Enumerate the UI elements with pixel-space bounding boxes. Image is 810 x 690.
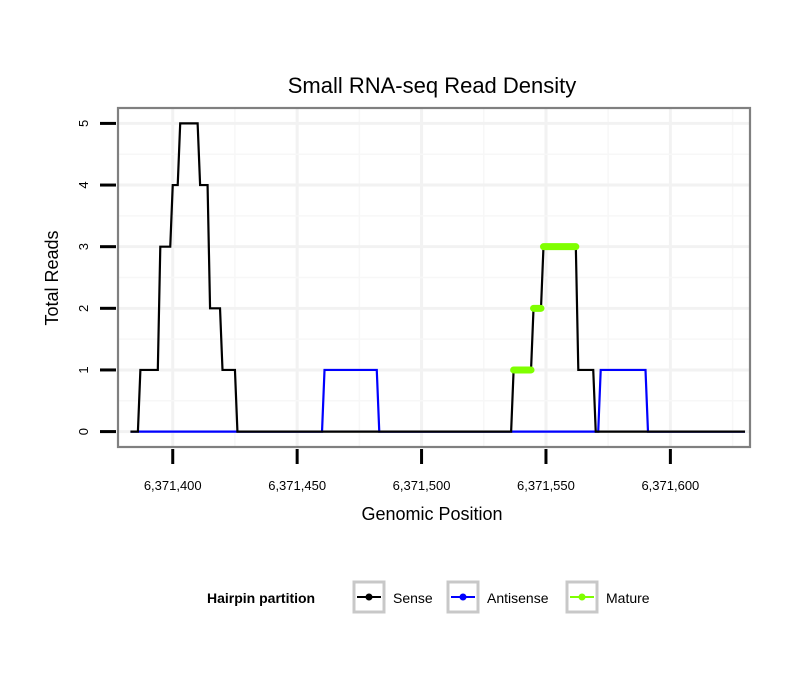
legend-point-mature xyxy=(578,593,586,601)
legend-title: Hairpin partition xyxy=(207,590,315,606)
legend-items: Sense Antisense Mature xyxy=(352,580,650,614)
x-tick-label: 6,371,600 xyxy=(641,478,699,493)
y-tick-label: 2 xyxy=(76,305,91,312)
y-tick-label: 1 xyxy=(76,366,91,373)
axis-ticks: 6,371,400 6,371,450 6,371,500 6,371,550 6,37… xyxy=(76,120,699,493)
x-tick-label: 6,371,400 xyxy=(144,478,202,493)
x-tick-label: 6,371,450 xyxy=(268,478,326,493)
legend-point-antisense xyxy=(459,593,467,601)
sense-line xyxy=(130,122,746,433)
x-tick-label: 6,371,500 xyxy=(393,478,451,493)
x-axis-title: Genomic Position xyxy=(361,504,502,524)
y-tick-label: 5 xyxy=(76,120,91,127)
data-series xyxy=(130,122,746,433)
legend-label-sense: Sense xyxy=(393,590,433,606)
y-tick-label: 4 xyxy=(76,181,91,188)
x-tick-label: 6,371,550 xyxy=(517,478,575,493)
y-axis-title: Total Reads xyxy=(42,230,62,325)
legend-label-mature: Mature xyxy=(606,590,650,606)
legend: Hairpin partition Sense Antisense Mature xyxy=(207,580,650,614)
legend-label-antisense: Antisense xyxy=(487,590,549,606)
y-tick-label: 0 xyxy=(76,428,91,435)
plot-panel-border xyxy=(116,106,752,449)
chart-title: Small RNA-seq Read Density xyxy=(288,73,577,98)
y-tick-label: 3 xyxy=(76,243,91,250)
legend-point-sense xyxy=(365,593,373,601)
